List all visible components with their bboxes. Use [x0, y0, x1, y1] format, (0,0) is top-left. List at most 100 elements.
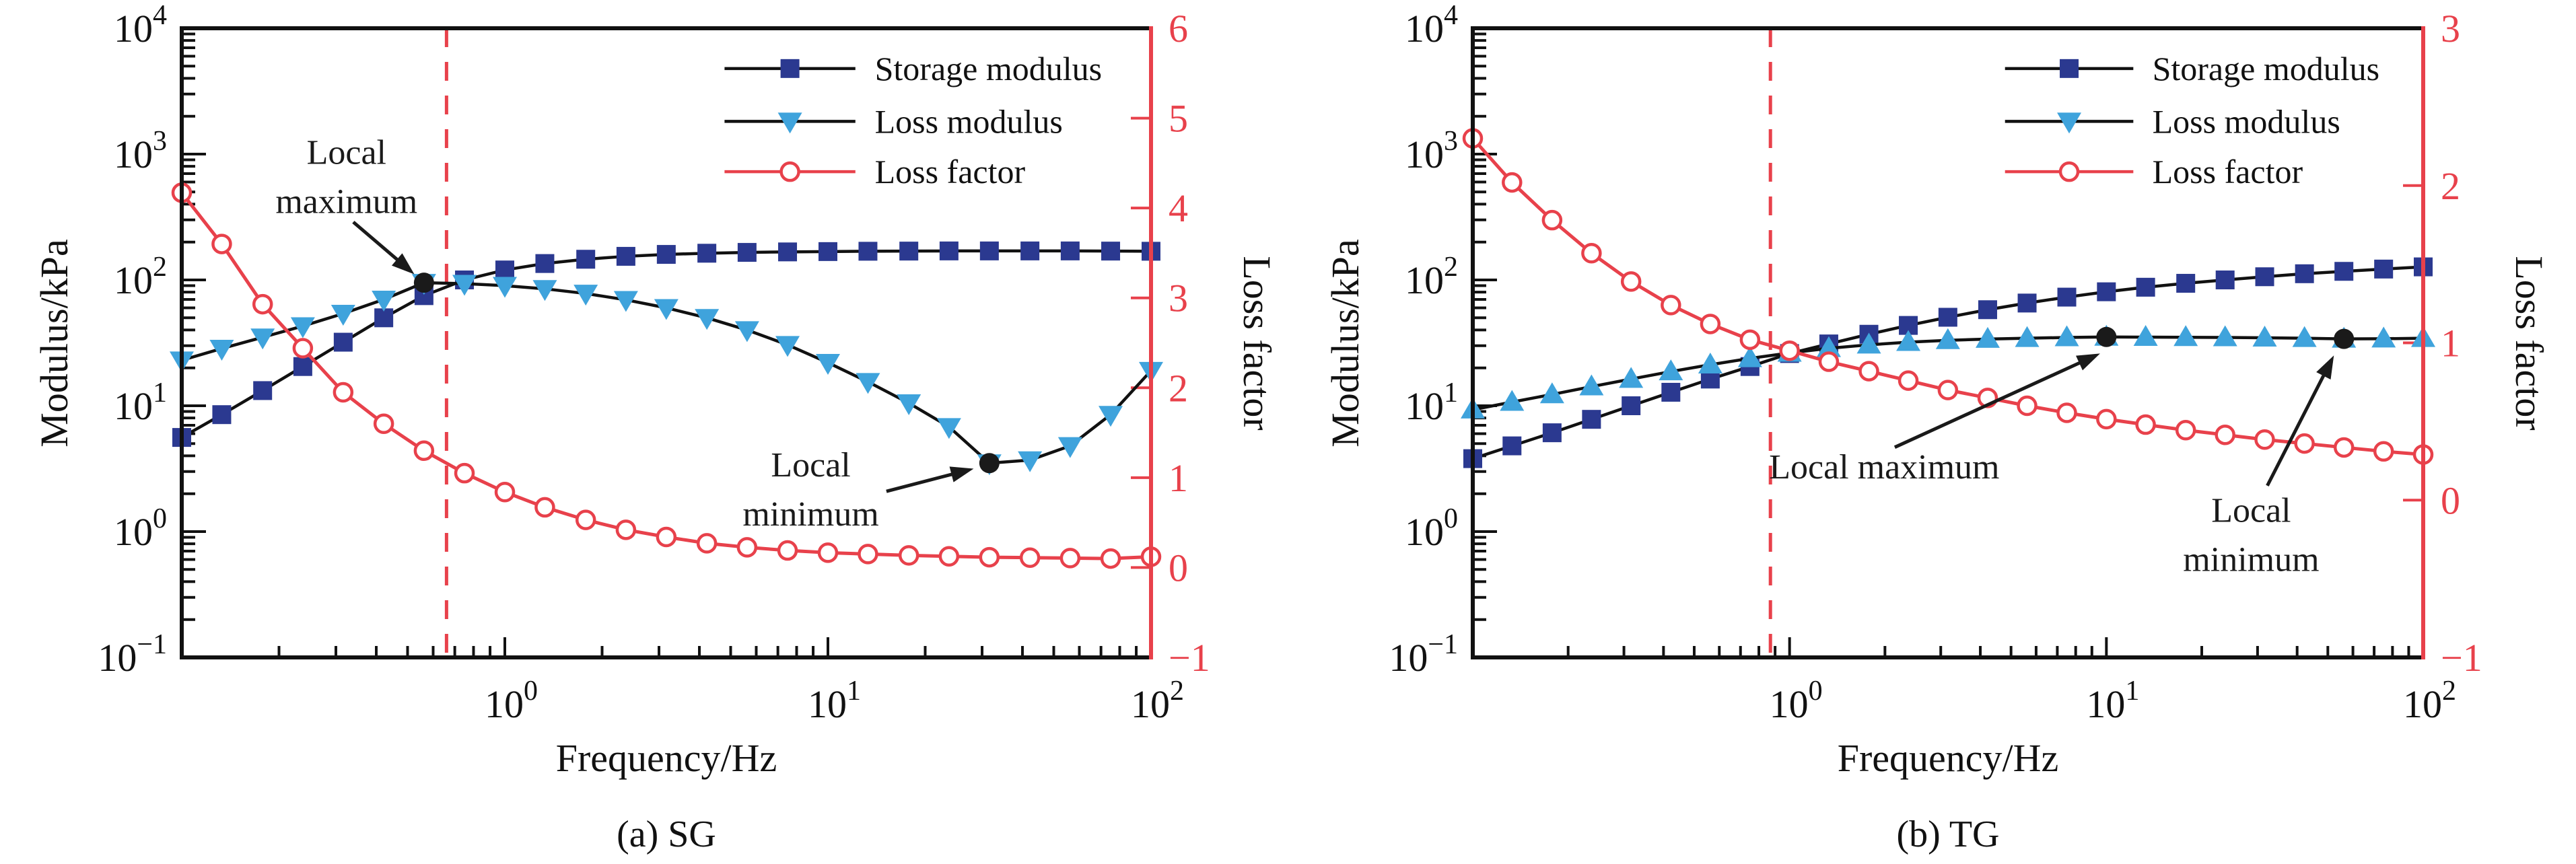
annotation-point-dot [413, 273, 434, 293]
loss-modulus-marker [1659, 359, 1683, 381]
y-axis-right-title: Loss factor [1235, 256, 1279, 430]
y-left-tick-label: 102 [114, 252, 167, 302]
storage-modulus-marker [616, 246, 635, 266]
x-tick-label: 101 [2086, 676, 2139, 726]
storage-modulus-marker [2334, 262, 2354, 281]
legend-item-storage-modulus: Storage modulus [2005, 50, 2379, 87]
loss-factor-marker [938, 546, 960, 567]
storage-modulus-marker [2295, 264, 2314, 283]
legend-marker [2060, 59, 2079, 78]
annotation-text-line: minimum [2183, 540, 2319, 579]
plot-border [180, 26, 1153, 659]
loss-modulus-marker [1896, 330, 1921, 351]
loss-modulus-marker [1619, 367, 1644, 388]
x-tick-label: 102 [2403, 676, 2456, 726]
annotation-text-line: Local maximum [1769, 448, 1999, 487]
loss-modulus-marker [1935, 328, 1960, 349]
storage-modulus-marker [1978, 300, 1997, 320]
loss-modulus-marker [532, 280, 557, 301]
loss-factor-marker [252, 293, 273, 315]
loss-modulus-marker [1579, 374, 1604, 396]
loss-modulus-marker [2213, 325, 2237, 347]
storage-modulus-marker [778, 242, 798, 262]
loss-modulus-marker [2015, 326, 2040, 347]
loss-modulus-marker [209, 339, 234, 361]
storage-modulus-marker [1542, 423, 1562, 443]
y-left-tick-label: 101 [114, 377, 167, 428]
legend-marker [780, 59, 800, 78]
y-right-tick-label: −1 [2441, 636, 2482, 680]
loss-factor-marker [2215, 424, 2235, 445]
loss-factor-marker [575, 509, 596, 530]
x-axis-ticks [277, 637, 1152, 657]
loss-factor-marker [979, 546, 1000, 568]
annotation-arrow-shaft [2266, 371, 2327, 487]
legend-item-loss-factor: Loss factor [724, 153, 1025, 190]
loss-factor-marker [1100, 548, 1121, 569]
storage-modulus-marker [979, 241, 999, 260]
annotation-text-line: minimum [742, 495, 878, 534]
chart-caption: (b) TG [1897, 814, 2000, 855]
legend-marker [777, 112, 802, 134]
storage-modulus-marker [1582, 410, 1601, 429]
y-left-tick-label: 10−1 [1389, 629, 1458, 680]
loss-factor-marker [1581, 243, 1602, 264]
y-left-tick-label: 101 [1405, 377, 1458, 428]
storage-modulus-marker [1502, 436, 1522, 456]
legend-label: Loss factor [875, 153, 1026, 190]
loss-factor-marker [696, 533, 718, 554]
loss-factor-series [171, 182, 1162, 569]
annotation-arrow-head [949, 466, 974, 482]
storage-modulus-marker [2255, 267, 2274, 287]
loss-factor-marker [777, 540, 798, 561]
annotation-local-minimum: Local minimum [2183, 328, 2355, 579]
legend-label: Loss factor [2153, 153, 2303, 190]
loss-modulus-marker [2133, 325, 2158, 347]
loss-modulus-marker [1698, 352, 1722, 373]
y-axis-right-title: Loss factor [2507, 256, 2551, 430]
loss-factor-marker [817, 542, 839, 563]
annotation-arrow-head [391, 253, 415, 275]
loss-modulus-marker [816, 353, 840, 375]
y-left-tick-label: 103 [1405, 126, 1458, 176]
storage-modulus-series [1463, 257, 2433, 468]
storage-modulus-marker [1020, 241, 1040, 260]
loss-factor-marker [333, 382, 354, 403]
storage-modulus-marker [2097, 282, 2116, 301]
legend-label: Storage modulus [875, 50, 1102, 87]
storage-modulus-series [172, 241, 1160, 447]
y-right-tick-label: −1 [1169, 636, 1210, 680]
y-axis-left-title: Modulus/kPa [1323, 239, 1367, 447]
storage-modulus-marker [576, 250, 596, 269]
storage-modulus-marker [2374, 259, 2394, 279]
loss-factor-marker [292, 338, 314, 359]
legend: Storage modulus Loss modulus Loss factor [2005, 50, 2379, 190]
loss-factor-marker [1937, 380, 1959, 400]
y-axis-left-ticks [1473, 27, 1497, 659]
y-left-tick-label: 100 [114, 503, 167, 554]
y-right-tick-label: 2 [1169, 366, 1188, 410]
annotation-arrow [352, 221, 415, 275]
loss-factor-marker [2333, 437, 2355, 458]
annotation-arrow-shaft [886, 472, 956, 493]
x-axis-title: Frequency/Hz [1838, 736, 2059, 780]
annotation-arrow [1893, 353, 2100, 449]
y-axis-left-ticks [182, 27, 206, 659]
loss-modulus-marker [2054, 325, 2079, 347]
loss-modulus-marker [1539, 382, 1564, 404]
loss-factor-marker [1620, 271, 1642, 292]
loss-modulus-marker [1737, 346, 1762, 367]
x-tick-label: 100 [485, 676, 538, 726]
annotation-arrow-head [2316, 355, 2334, 380]
storage-modulus-line [1472, 265, 2424, 460]
loss-modulus-series [170, 274, 1163, 476]
storage-modulus-marker [2215, 271, 2235, 289]
loss-modulus-marker [897, 394, 921, 416]
loss-modulus-marker [856, 373, 880, 394]
y-right-tick-label: 3 [1169, 277, 1188, 320]
storage-modulus-marker [212, 405, 232, 425]
loss-factor-marker [1661, 295, 1681, 316]
loss-modulus-marker [250, 328, 275, 350]
storage-modulus-marker [2176, 274, 2196, 293]
